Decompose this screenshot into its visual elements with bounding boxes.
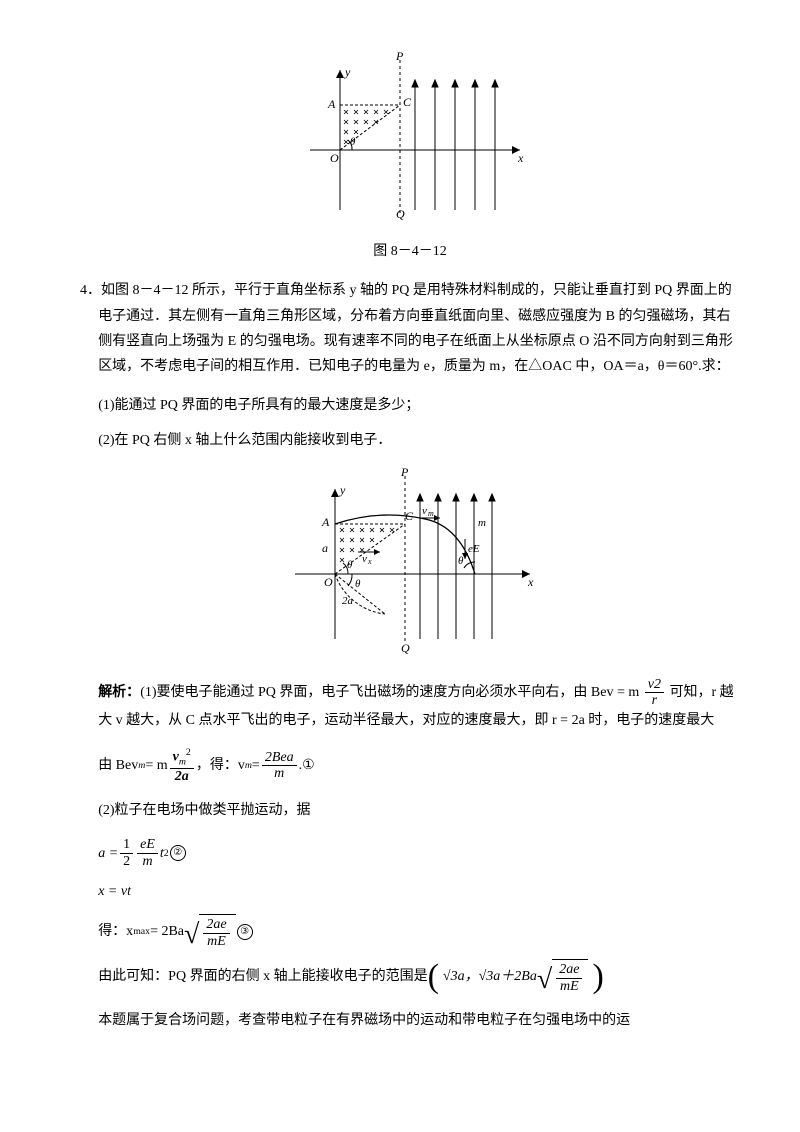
equation-3: x = vt — [80, 879, 740, 904]
eq4-eq: = 2Ba — [150, 919, 184, 944]
fs-num: 2ae — [556, 962, 582, 978]
final-lead: 由此可知：PQ 界面的右侧 x 轴上能接收电子的范围是 — [98, 964, 427, 989]
eq2-mnum: eE — [137, 837, 158, 853]
figure-1: O x y A C θ P Q — [80, 50, 740, 229]
sol-1a: (1)要使电子能通过 PQ 界面，电子飞出磁场的速度方向必须水平向右，由 Bev… — [140, 685, 639, 700]
eq2-mden: m — [137, 854, 158, 869]
svg-text:P: P — [395, 50, 404, 63]
svg-text:y: y — [339, 483, 346, 497]
eq1-tail: .① — [299, 753, 315, 778]
svg-text:v: v — [422, 505, 427, 517]
svg-text:x: x — [367, 557, 372, 566]
final-paren: ( √3a， √3a＋2Ba √ 2ae mE ) — [428, 959, 604, 994]
svg-text:θ: θ — [458, 555, 464, 567]
equation-2: a = 1 2 eE m t2② — [80, 837, 740, 869]
equation-1: 由 Bevm = m vm2 2a ，得：vm = 2Bea m .① — [80, 748, 740, 785]
svg-text:C: C — [403, 95, 412, 109]
eq2-den: 2 — [120, 854, 133, 869]
eq2-frac1: 1 2 — [120, 837, 133, 869]
eq1-eq: = — [252, 753, 260, 778]
eq4-circ: ③ — [237, 924, 253, 940]
frac-v2r: v2 r — [645, 677, 664, 709]
problem-statement: 4．如图 8－4－12 所示，平行于直角坐标系 y 轴的 PQ 是用特殊材料制成… — [80, 278, 740, 453]
eq1-get: ，得：v — [196, 753, 245, 778]
eq2-sup: 2 — [164, 845, 169, 863]
svg-text:a: a — [322, 541, 328, 555]
eq3-text: x = vt — [98, 879, 131, 904]
fs-den: mE — [556, 979, 582, 994]
svg-text:A: A — [327, 97, 336, 111]
equation-4: 得：xmax = 2Ba √ 2ae mE ③ — [80, 914, 740, 949]
eq1-den: 2a — [170, 769, 194, 784]
eq4-sqrt: √ 2ae mE — [184, 914, 236, 949]
eq2-lhs: a = — [98, 841, 118, 866]
problem-number: 4． — [80, 283, 101, 298]
eq1-num-sup: 2 — [186, 747, 191, 758]
eq1-num-sub: m — [179, 756, 186, 767]
svg-text:θ: θ — [350, 136, 356, 148]
eq4-sub: max — [133, 923, 150, 941]
svg-text:P: P — [400, 465, 409, 479]
eq4-sden: mE — [203, 934, 229, 949]
f2a: √3 — [479, 964, 494, 989]
svg-text:x: x — [527, 575, 534, 589]
analysis-label: 解析： — [98, 685, 140, 700]
eq2-frac2: eE m — [137, 837, 158, 869]
svg-text:θ: θ — [355, 578, 361, 590]
svg-text:A: A — [321, 515, 330, 529]
svg-text:m: m — [478, 517, 486, 529]
eq1-get-sub: m — [245, 757, 252, 775]
svg-text:O: O — [330, 151, 339, 165]
eq4-snum: 2ae — [203, 917, 229, 933]
f1b: a， — [458, 964, 479, 989]
final-range: 由此可知：PQ 界面的右侧 x 轴上能接收电子的范围是 ( √3a， √3a＋2… — [80, 959, 740, 994]
eq1-lead: 由 Bev — [98, 753, 138, 778]
final-sqrt: √ 2ae mE — [537, 959, 589, 994]
figure-1-svg: O x y A C θ P Q — [290, 50, 530, 220]
figure-1-caption: 图 8－4－12 — [80, 239, 740, 264]
eq1-rnum: 2Bea — [262, 750, 297, 766]
f2b: a＋2Ba — [493, 964, 537, 989]
frac-den: r — [645, 693, 664, 708]
figure-2-svg: O x y A C a θ v — [280, 464, 540, 654]
sub-question-1: (1)能通过 PQ 界面的电子所具有的最大速度是多少； — [80, 393, 740, 418]
svg-text:y: y — [344, 65, 351, 79]
eq2-circ: ② — [170, 845, 186, 861]
solution-note: 本题属于复合场问题，考查带电粒子在有界磁场中的运动和带电粒子在匀强电场中的运 — [80, 1008, 740, 1033]
eq1-frac-r: 2Bea m — [262, 750, 297, 782]
solution-block: 解析：(1)要使电子能通过 PQ 界面，电子飞出磁场的速度方向必须水平向右，由 … — [80, 677, 740, 1033]
svg-text:θ: θ — [347, 559, 353, 571]
figure-2: O x y A C a θ v — [80, 464, 740, 663]
svg-text:m: m — [428, 509, 434, 518]
svg-text:x: x — [517, 151, 524, 165]
svg-text:Q: Q — [396, 207, 405, 220]
problem-text: 如图 8－4－12 所示，平行于直角坐标系 y 轴的 PQ 是用特殊材料制成的，… — [98, 283, 733, 374]
sub-question-2: (2)在 PQ 右侧 x 轴上什么范围内能接收到电子． — [80, 428, 740, 453]
svg-text:2a: 2a — [342, 595, 354, 607]
svg-text:Q: Q — [401, 641, 410, 654]
eq1-rden: m — [262, 766, 297, 781]
svg-text:O: O — [324, 575, 333, 589]
eq4-lead: 得：x — [98, 919, 133, 944]
svg-text:v: v — [362, 553, 367, 565]
eq1-sub: m — [138, 757, 145, 775]
sol-2a: (2)粒子在电场中做类平抛运动，据 — [80, 798, 740, 823]
eq1-frac-l: vm2 2a — [170, 748, 194, 785]
eq2-num: 1 — [120, 837, 133, 853]
eq1-mid: = m — [145, 753, 167, 778]
frac-num: v2 — [645, 677, 664, 693]
f1a: √3 — [443, 964, 458, 989]
